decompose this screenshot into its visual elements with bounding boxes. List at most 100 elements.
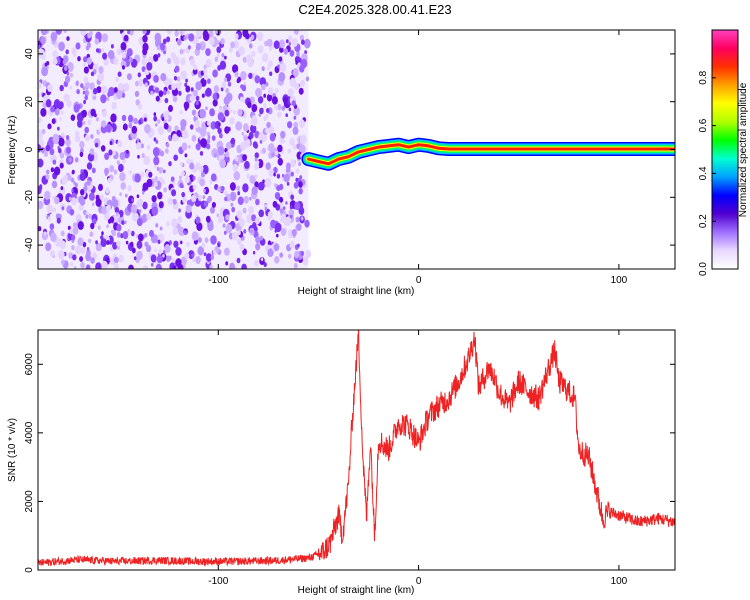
colorbar-tick-label: 0.6 — [698, 118, 709, 132]
noise-speck — [136, 218, 143, 227]
colorbar-label: Normalized spectral amplitude — [738, 82, 749, 217]
snr-x-axis-label: Height of straight line (km) — [298, 585, 415, 596]
noise-speck — [293, 115, 297, 120]
noise-speck — [154, 181, 158, 187]
noise-speck — [223, 96, 230, 106]
noise-speck — [258, 209, 265, 218]
noise-speck — [273, 166, 278, 174]
noise-speck — [130, 230, 135, 237]
noise-speck — [289, 49, 295, 57]
noise-speck — [254, 181, 259, 188]
noise-speck — [128, 123, 132, 129]
noise-speck — [229, 262, 235, 269]
noise-speck — [219, 158, 226, 169]
noise-speck — [141, 58, 147, 66]
noise-speck — [247, 101, 252, 109]
noise-speck — [146, 213, 152, 220]
noise-speck — [231, 206, 236, 213]
noise-speck — [164, 81, 169, 87]
noise-speck — [216, 213, 219, 218]
noise-speck — [85, 214, 89, 219]
noise-speck — [65, 138, 71, 147]
noise-speck — [257, 96, 264, 104]
noise-speck — [289, 205, 293, 210]
noise-speck — [52, 57, 58, 65]
noise-speck — [249, 196, 252, 201]
noise-speck — [107, 91, 111, 98]
noise-speck — [243, 134, 248, 141]
noise-speck — [236, 210, 243, 219]
noise-speck — [277, 144, 283, 153]
noise-speck — [272, 200, 278, 208]
noise-speck — [50, 31, 58, 42]
noise-speck — [88, 238, 92, 244]
noise-speck — [84, 134, 90, 142]
noise-speck — [189, 162, 195, 170]
noise-speck — [203, 188, 207, 193]
noise-speck — [121, 114, 127, 122]
noise-speck — [61, 132, 65, 137]
noise-speck — [66, 71, 70, 76]
noise-speck — [216, 46, 222, 54]
noise-speck — [136, 200, 142, 208]
noise-speck — [220, 87, 224, 92]
noise-speck — [108, 149, 113, 156]
noise-speck — [126, 73, 132, 81]
noise-speck — [86, 57, 93, 65]
spectrogram-frame — [37, 29, 676, 270]
noise-speck — [259, 77, 266, 87]
noise-speck — [176, 38, 182, 46]
noise-speck — [156, 254, 163, 264]
noise-speck — [297, 243, 300, 248]
noise-speck — [256, 160, 260, 165]
noise-speck — [189, 124, 194, 130]
noise-speck — [41, 128, 46, 135]
noise-speck — [234, 266, 238, 269]
noise-speck — [221, 53, 225, 58]
y-tick-label: 2000 — [24, 490, 35, 513]
noise-speck — [122, 65, 125, 70]
noise-speck — [234, 33, 239, 40]
noise-speck — [271, 96, 278, 105]
x-tick-label: -100 — [208, 275, 228, 286]
noise-speck — [59, 240, 66, 250]
noise-speck — [213, 85, 220, 93]
noise-speck — [211, 135, 216, 141]
noise-speck — [138, 209, 142, 213]
noise-speck — [91, 202, 95, 207]
noise-speck — [184, 153, 188, 158]
noise-speck — [225, 261, 229, 266]
noise-speck — [176, 129, 182, 138]
noise-speck — [265, 162, 271, 171]
noise-speck — [57, 147, 62, 154]
noise-speck — [266, 108, 270, 113]
noise-speck — [142, 201, 148, 210]
noise-speck — [140, 143, 144, 149]
noise-speck — [196, 222, 203, 232]
noise-speck — [121, 220, 125, 225]
noise-speck — [260, 257, 264, 262]
noise-speck — [258, 113, 262, 117]
noise-speck — [157, 53, 161, 58]
noise-speck — [166, 36, 171, 43]
noise-speck — [94, 38, 100, 45]
noise-speck — [143, 117, 147, 122]
noise-speck — [300, 216, 304, 221]
noise-speck — [285, 39, 289, 44]
noise-speck — [179, 48, 184, 55]
noise-speck — [112, 150, 116, 156]
noise-speck — [183, 230, 187, 235]
noise-speck — [149, 229, 154, 238]
noise-speck — [203, 200, 209, 208]
noise-speck — [89, 231, 94, 237]
noise-speck — [255, 236, 261, 244]
colorbar-tick-label: 0.0 — [698, 262, 709, 276]
noise-speck — [160, 73, 167, 82]
noise-speck — [125, 193, 128, 198]
noise-speck — [180, 240, 183, 245]
noise-speck — [106, 204, 111, 212]
noise-speck — [71, 234, 76, 241]
noise-speck — [295, 177, 299, 182]
noise-speck — [289, 240, 295, 249]
noise-speck — [255, 216, 261, 225]
